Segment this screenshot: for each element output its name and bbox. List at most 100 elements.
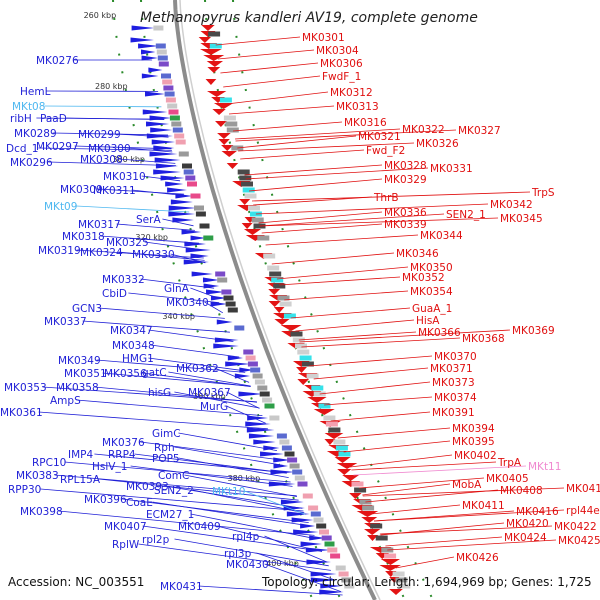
gene-label-right[interactable]: MK0366 <box>418 327 461 339</box>
gene-label-right[interactable]: MK0411 <box>462 500 505 512</box>
gene-label-left[interactable]: RPP30 <box>8 484 41 496</box>
gene-label-left[interactable]: MK0330 <box>132 249 175 261</box>
gene-label-left[interactable]: MK0431 <box>160 581 203 593</box>
gene-label-right[interactable]: MobA <box>452 479 482 491</box>
gene-label-left[interactable]: POP5 <box>152 453 180 465</box>
gene-label-right[interactable]: MK0339 <box>384 219 427 231</box>
gene-label-right[interactable]: MK0346 <box>396 248 439 260</box>
gene-label-right[interactable]: MK0313 <box>336 101 379 113</box>
gene-label-left[interactable]: RPL15A <box>60 474 101 486</box>
gene-label-left[interactable]: SerA <box>136 214 161 226</box>
gene-label-left[interactable]: MK0407 <box>104 521 147 533</box>
gene-label-left[interactable]: HslV_1 <box>92 461 127 473</box>
gene-label-left[interactable]: RplW <box>112 539 140 551</box>
gene-label-left[interactable]: MK0276 <box>36 55 79 67</box>
gene-label-right[interactable]: TrpA <box>497 457 522 469</box>
gene-label-right[interactable]: MK0306 <box>320 58 363 70</box>
gene-label-right[interactable]: MK0352 <box>402 272 445 284</box>
gene-label-right[interactable]: MK0410 <box>566 483 600 495</box>
gene-label-left[interactable]: MKt10 <box>212 486 245 498</box>
gene-label-left[interactable]: MK0299 <box>78 129 121 141</box>
gene-label-right[interactable]: MK0350 <box>410 262 453 274</box>
gene-label-left[interactable]: MK0325 <box>106 237 149 249</box>
gene-label-right[interactable]: MK0331 <box>430 163 473 175</box>
gene-label-left[interactable]: MK0358 <box>56 382 99 394</box>
gene-label-left[interactable]: MK0317 <box>78 219 121 231</box>
gene-label-left[interactable]: CoaE <box>126 497 153 509</box>
gene-label-left[interactable]: GCN3 <box>72 303 102 315</box>
gene-label-left[interactable]: MK0310 <box>103 171 146 183</box>
gene-label-right[interactable]: MK0369 <box>512 325 555 337</box>
gene-label-right[interactable]: MK0373 <box>432 377 475 389</box>
gene-label-left[interactable]: MK0324 <box>80 247 123 259</box>
gene-label-left[interactable]: MK0297 <box>36 141 79 153</box>
gene-label-left[interactable]: GlnA <box>164 283 190 295</box>
gene-label-right[interactable]: MK0394 <box>452 423 495 435</box>
gene-label-left[interactable]: MK0332 <box>102 274 145 286</box>
gene-label-left[interactable]: ComC <box>158 470 189 482</box>
gene-label-right[interactable]: MK0321 <box>358 131 401 143</box>
gene-label-right[interactable]: MK0304 <box>316 45 359 57</box>
gene-label-left[interactable]: RPC10 <box>32 457 66 469</box>
gene-label-left[interactable]: MK0349 <box>58 355 101 367</box>
gene-label-left[interactable]: Dcd_1 <box>6 143 38 155</box>
gene-label-right[interactable]: MK0420 <box>506 518 549 530</box>
gene-label-left[interactable]: MK0351 <box>64 368 107 380</box>
gene-label-left[interactable]: MK0340 <box>166 297 209 309</box>
gene-label-right[interactable]: Fwd_F2 <box>366 145 405 157</box>
gene-label-left[interactable]: MK0367 <box>188 387 231 399</box>
gene-label-left[interactable]: rpl4p <box>232 531 260 543</box>
gene-label-left[interactable]: GimC <box>152 428 181 440</box>
gene-label-right[interactable]: MK0425 <box>558 535 600 547</box>
gene-label-right[interactable]: MK0408 <box>500 485 543 497</box>
gene-label-right[interactable]: MK0322 <box>402 124 445 136</box>
gene-label-right[interactable]: MK0326 <box>416 138 459 150</box>
gene-label-left[interactable]: MK0430 <box>226 559 269 571</box>
gene-label-right[interactable]: MK0368 <box>462 333 505 345</box>
gene-label-left[interactable]: MK0289 <box>14 128 57 140</box>
gene-label-right[interactable]: MK0328 <box>384 160 427 172</box>
gene-label-left[interactable]: PaaD <box>40 113 67 125</box>
gene-label-left[interactable]: MK0319 <box>38 245 81 257</box>
gene-label-left[interactable]: MK0409 <box>178 521 221 533</box>
gene-label-right[interactable]: MK0301 <box>302 32 345 44</box>
gene-label-left[interactable]: MK0356 <box>104 368 147 380</box>
gene-label-right[interactable]: MK0374 <box>434 392 477 404</box>
gene-label-left[interactable]: MK0309 <box>60 184 103 196</box>
gene-label-left[interactable]: MK0353 <box>4 382 47 394</box>
gene-label-left[interactable]: SEN2_2 <box>154 485 194 497</box>
gene-label-left[interactable]: rpl2p <box>142 534 170 546</box>
gene-label-right[interactable]: TrpS <box>531 187 555 199</box>
gene-label-left[interactable]: MKt09 <box>44 201 77 213</box>
gene-label-left[interactable]: MK0376 <box>102 437 145 449</box>
gene-label-left[interactable]: MK0308 <box>80 154 123 166</box>
gene-label-left[interactable]: MKt08 <box>12 101 45 113</box>
gene-label-left[interactable]: rpl3p <box>224 548 252 560</box>
gene-label-right[interactable]: MK0316 <box>344 117 387 129</box>
gene-label-right[interactable]: GuaA_1 <box>412 303 452 315</box>
gene-label-right[interactable]: MK0336 <box>384 207 427 219</box>
gene-label-left[interactable]: MK0347 <box>110 325 153 337</box>
gene-label-left[interactable]: MK0398 <box>20 506 63 518</box>
gene-label-left[interactable]: MurG <box>200 401 228 413</box>
gene-label-left[interactable]: HemL <box>20 86 51 98</box>
gene-label-left[interactable]: ribH <box>10 113 32 125</box>
gene-label-right[interactable]: MK0344 <box>420 230 463 242</box>
gene-label-left[interactable]: MK0337 <box>44 316 87 328</box>
gene-label-right[interactable]: MK0426 <box>456 552 499 564</box>
gene-label-left[interactable]: MK0361 <box>0 407 43 419</box>
gene-label-left[interactable]: MK0348 <box>112 340 155 352</box>
gene-label-right[interactable]: MK0370 <box>434 351 477 363</box>
gene-label-right[interactable]: MK0329 <box>384 174 427 186</box>
gene-label-right[interactable]: SEN2_1 <box>446 209 486 221</box>
gene-label-right[interactable]: MK0402 <box>454 450 497 462</box>
gene-label-right[interactable]: MK0354 <box>410 286 453 298</box>
gene-label-left[interactable]: Rph <box>154 442 175 454</box>
gene-label-left[interactable]: MK0393 <box>126 481 169 493</box>
gene-label-left[interactable]: ECM27_1 <box>146 509 194 521</box>
gene-label-left[interactable]: MK0383 <box>16 470 59 482</box>
gene-label-left[interactable]: MK0318 <box>62 231 105 243</box>
gene-label-right[interactable]: ThrB <box>373 192 399 204</box>
gene-label-left[interactable]: HMG1 <box>122 353 154 365</box>
